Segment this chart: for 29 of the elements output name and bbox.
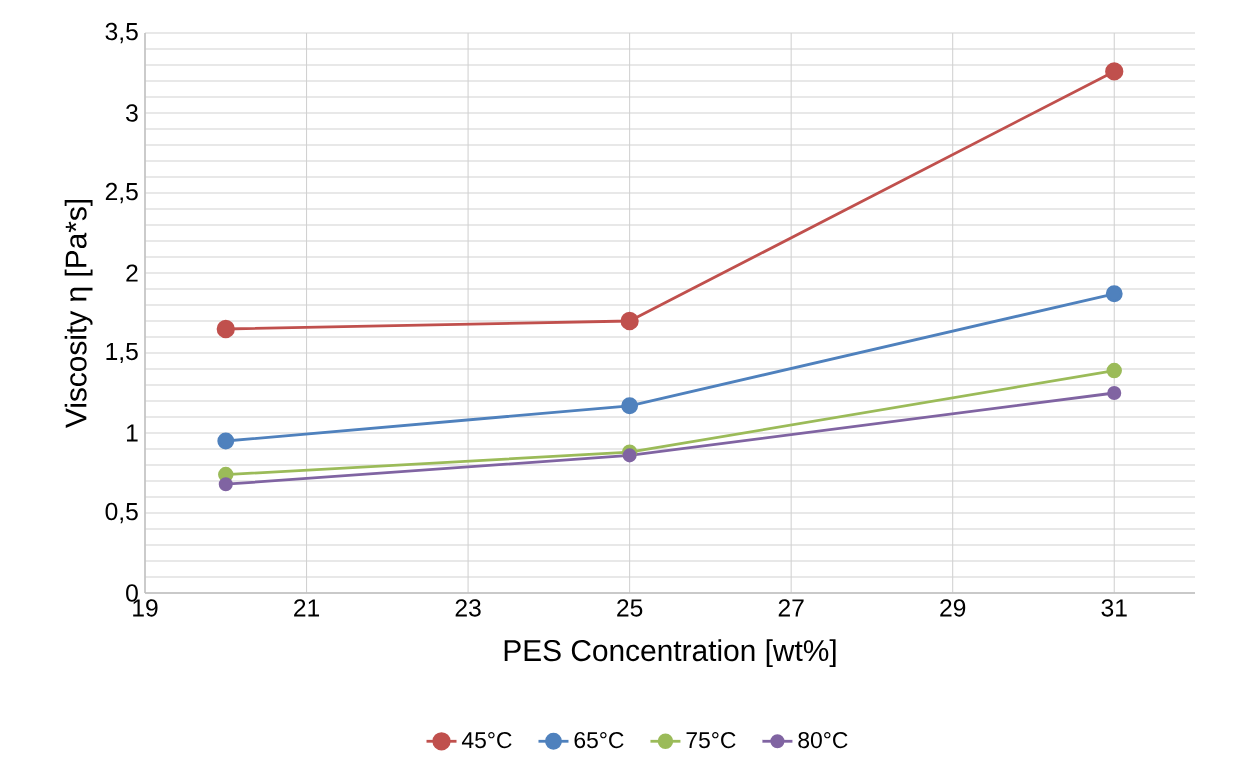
point [1107,385,1122,401]
legend-label: 80°C [798,731,848,749]
point [1106,362,1122,379]
point [621,397,639,415]
legend-label: 75°C [686,731,736,749]
y-tick-label: 3,5 [105,22,138,44]
y-tick-label: 0,5 [105,502,138,524]
x-tick-label: 23 [455,599,481,617]
x-tick-label: 29 [940,599,966,617]
x-tick-label: 27 [778,599,804,617]
x-tick-label: 25 [617,599,643,617]
x-tick-label: 31 [1101,599,1127,617]
y-tick-label: 2,5 [105,182,138,204]
point [622,448,637,463]
point [218,477,233,492]
point [620,311,639,331]
y-tick-label: 3 [126,104,138,122]
y-axis-title: Viscosity η [Pa*s] [64,200,93,428]
legend-label: 65°C [574,731,624,749]
point [216,319,235,339]
point [217,432,235,450]
y-tick-label: 2 [126,264,138,282]
point [1105,62,1124,81]
x-tick-label: 21 [294,599,320,617]
y-tick-label: 1 [126,424,138,442]
point [1105,285,1123,303]
x-axis-title: PES Concentration [wt%] [504,639,836,668]
legend-label: 45°C [461,731,512,749]
y-tick-label: 1,5 [106,342,138,364]
